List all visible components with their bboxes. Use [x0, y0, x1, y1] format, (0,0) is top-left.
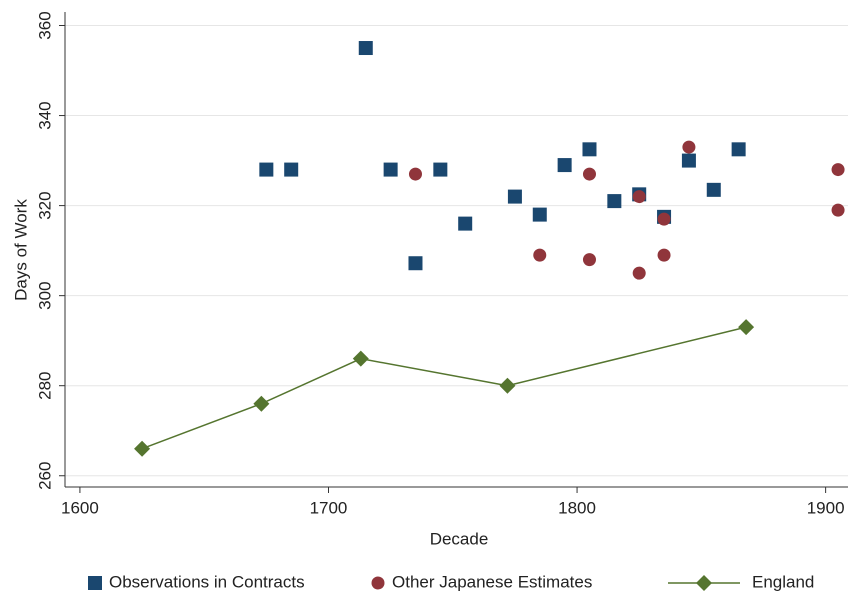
data-point	[738, 319, 755, 336]
legend-label: Observations in Contracts	[109, 572, 305, 591]
y-tick-label: 260	[35, 462, 54, 490]
y-tick-label: 300	[35, 281, 54, 309]
data-point	[259, 162, 274, 177]
data-point	[532, 207, 547, 222]
data-point	[657, 248, 671, 262]
data-point	[284, 162, 299, 177]
x-tick-label: 1700	[310, 498, 348, 517]
y-tick-label: 360	[35, 11, 54, 39]
data-point	[682, 140, 696, 154]
data-point	[607, 194, 622, 209]
data-point	[831, 203, 845, 217]
data-point	[557, 158, 572, 173]
data-point	[352, 350, 369, 367]
data-point	[632, 190, 646, 204]
data-point	[831, 163, 845, 177]
legend-marker	[696, 575, 712, 591]
data-point	[632, 266, 646, 280]
legend-marker	[88, 576, 102, 590]
data-point	[458, 216, 473, 231]
data-point	[134, 440, 151, 457]
data-point	[408, 167, 422, 181]
data-point	[433, 162, 448, 177]
x-tick-label: 1800	[558, 498, 596, 517]
series-line	[141, 326, 747, 450]
data-point	[507, 189, 522, 204]
data-point	[582, 142, 597, 157]
data-point	[657, 212, 671, 226]
legend-marker	[371, 576, 385, 590]
data-point	[681, 153, 696, 168]
y-tick-label: 280	[35, 372, 54, 400]
y-axis-label: Days of Work	[11, 199, 30, 301]
data-point	[533, 248, 547, 262]
data-point	[383, 162, 398, 177]
data-point	[706, 182, 721, 197]
x-tick-label: 1600	[61, 498, 99, 517]
data-point	[253, 395, 270, 412]
data-point	[499, 377, 516, 394]
data-point	[582, 253, 596, 267]
y-tick-label: 340	[35, 101, 54, 129]
data-point	[358, 41, 373, 56]
data-point	[731, 142, 746, 157]
legend-label: England	[752, 572, 814, 591]
data-point	[582, 167, 596, 181]
x-tick-label: 1900	[807, 498, 845, 517]
data-point	[408, 256, 423, 271]
legend-label: Other Japanese Estimates	[392, 572, 592, 591]
y-tick-label: 320	[35, 191, 54, 219]
x-axis-label: Decade	[430, 529, 489, 548]
